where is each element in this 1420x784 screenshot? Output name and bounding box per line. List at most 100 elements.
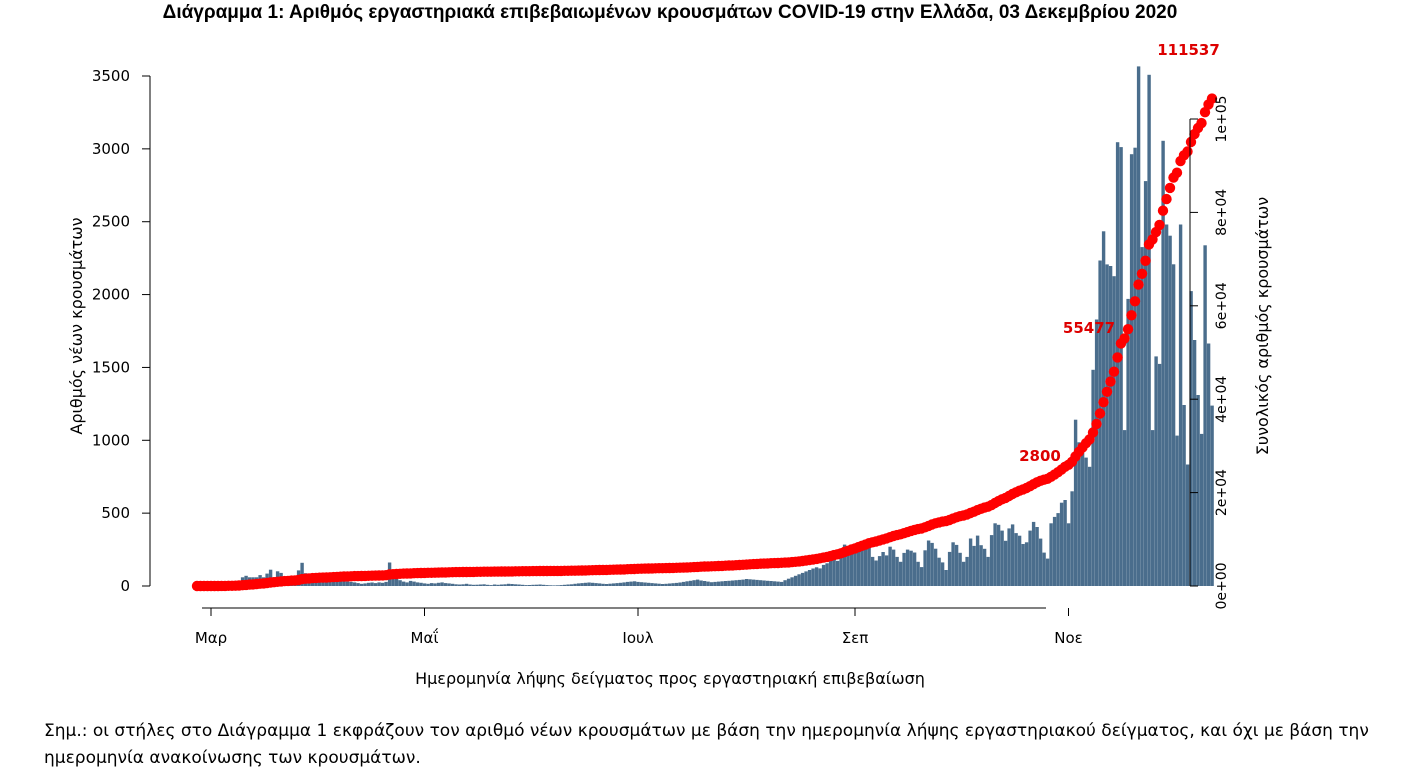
right-tick-label: 0e+00 bbox=[1214, 562, 1230, 609]
bar bbox=[1052, 516, 1057, 586]
bar bbox=[475, 584, 479, 586]
bar bbox=[919, 567, 924, 586]
bar bbox=[860, 544, 864, 586]
bar bbox=[940, 562, 945, 586]
bar bbox=[779, 581, 784, 586]
y-tick-label: 3000 bbox=[92, 140, 130, 158]
bar bbox=[464, 583, 469, 586]
bar bbox=[1105, 264, 1109, 586]
cumulative-point bbox=[1091, 418, 1102, 430]
bar bbox=[905, 549, 910, 586]
bar bbox=[590, 582, 595, 586]
y-tick-label: 2000 bbox=[92, 286, 130, 304]
y-tick-label: 500 bbox=[101, 504, 130, 522]
bar bbox=[706, 581, 710, 586]
cumulative-point bbox=[1129, 296, 1141, 307]
bar bbox=[1171, 264, 1176, 586]
chart-note: Σημ.: οι στήλες στο Διάγραμμα 1 εκφράζου… bbox=[44, 721, 1369, 768]
bar bbox=[419, 582, 423, 586]
bar bbox=[1056, 513, 1060, 586]
bar bbox=[762, 580, 766, 586]
bar bbox=[450, 583, 455, 586]
bar bbox=[594, 583, 598, 586]
bar bbox=[583, 582, 588, 586]
bar bbox=[618, 582, 623, 586]
bar bbox=[1182, 405, 1186, 586]
bar bbox=[569, 584, 574, 586]
bar bbox=[982, 548, 987, 586]
cumulative-point bbox=[1098, 397, 1109, 408]
x-axis-label: Ημερομηνία λήψης δείγματος προς εργαστηρ… bbox=[415, 669, 925, 688]
bar bbox=[874, 560, 878, 586]
bar bbox=[503, 584, 507, 586]
cumulative-point bbox=[1105, 376, 1116, 387]
bar bbox=[349, 581, 353, 586]
bar bbox=[527, 585, 532, 586]
bar bbox=[695, 579, 700, 586]
cumulative-point bbox=[1126, 310, 1137, 321]
bar bbox=[1136, 66, 1141, 586]
cumulative-point bbox=[1154, 219, 1165, 231]
bar bbox=[625, 581, 630, 586]
bar bbox=[1196, 395, 1200, 586]
bar bbox=[1126, 298, 1130, 586]
bar bbox=[1024, 542, 1029, 586]
bar bbox=[643, 582, 647, 586]
bar bbox=[657, 583, 661, 586]
bar bbox=[356, 583, 360, 586]
right-tick-label: 6e+04 bbox=[1214, 282, 1230, 329]
bar bbox=[979, 545, 983, 586]
bar bbox=[342, 579, 346, 586]
bar bbox=[1028, 530, 1032, 586]
y-axis-label: Αριθμός νέων κρουσμάτων bbox=[67, 217, 86, 434]
bar bbox=[517, 584, 521, 586]
bar bbox=[433, 583, 437, 586]
bar bbox=[611, 583, 616, 586]
bar bbox=[576, 583, 581, 586]
cumulative-point bbox=[1206, 93, 1218, 104]
bar bbox=[559, 585, 563, 586]
bar bbox=[538, 584, 542, 586]
bar bbox=[443, 583, 448, 586]
cumulative-callout: 55477 bbox=[1063, 319, 1115, 337]
bar bbox=[891, 549, 896, 586]
bar bbox=[520, 584, 525, 586]
bar bbox=[328, 580, 332, 586]
y-tick-label: 3500 bbox=[92, 67, 130, 85]
bar bbox=[489, 585, 493, 586]
bar bbox=[1161, 140, 1165, 587]
bar bbox=[401, 581, 406, 586]
bar bbox=[1094, 319, 1099, 586]
bar bbox=[513, 584, 518, 586]
bar bbox=[954, 544, 959, 586]
bar bbox=[447, 583, 451, 586]
bar bbox=[716, 581, 721, 586]
cumulative-point bbox=[1171, 167, 1183, 178]
y-tick-label: 2500 bbox=[92, 213, 130, 231]
bar bbox=[646, 582, 651, 586]
bar bbox=[1101, 231, 1106, 587]
bar bbox=[968, 538, 973, 586]
bar bbox=[769, 581, 773, 586]
bar bbox=[1049, 523, 1053, 586]
bar bbox=[1210, 405, 1214, 586]
bar bbox=[562, 584, 567, 586]
bar bbox=[818, 568, 822, 586]
bar bbox=[1108, 266, 1113, 586]
bar bbox=[454, 584, 458, 586]
bar bbox=[793, 575, 798, 586]
bar bbox=[790, 577, 794, 586]
bar bbox=[741, 579, 745, 586]
bar bbox=[391, 577, 395, 586]
bar bbox=[457, 584, 462, 586]
bar bbox=[1014, 533, 1018, 586]
bar bbox=[1164, 224, 1169, 586]
bar bbox=[975, 535, 980, 586]
bar bbox=[814, 567, 819, 586]
cumulative-point bbox=[1087, 427, 1099, 438]
bar bbox=[1084, 457, 1088, 586]
bar bbox=[937, 557, 941, 586]
bar bbox=[821, 564, 826, 586]
bar bbox=[1143, 181, 1148, 586]
bar bbox=[863, 548, 868, 586]
